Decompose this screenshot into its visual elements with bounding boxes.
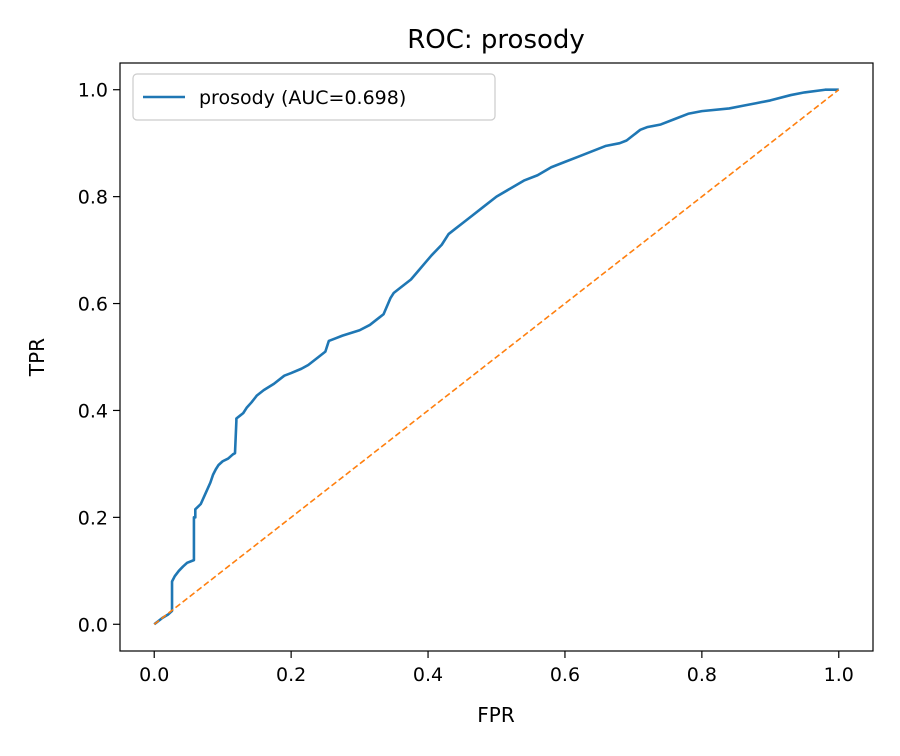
legend-label: prosody (AUC=0.698) — [199, 87, 406, 109]
x-tick-label: 0.0 — [139, 664, 169, 686]
y-tick-label: 0.6 — [78, 294, 108, 316]
x-tick-label: 0.4 — [413, 664, 443, 686]
chart-title: ROC: prosody — [407, 25, 585, 55]
y-tick-label: 0.2 — [78, 507, 108, 529]
x-tick-label: 1.0 — [824, 664, 854, 686]
y-tick-label: 0.4 — [78, 400, 108, 422]
roc-curve-line — [153, 88, 839, 626]
axis-ticks: 0.0 0.2 0.4 0.6 0.8 1.0 0.0 0.2 0.4 0.6 0.8 1.0 — [78, 80, 854, 686]
y-tick-label: 0.8 — [78, 187, 108, 209]
y-tick-label: 0.0 — [78, 614, 108, 636]
axes-frame — [119, 62, 874, 652]
y-tick-label: 1.0 — [78, 80, 108, 102]
plot-area — [119, 62, 874, 652]
legend: prosody (AUC=0.698) — [132, 73, 496, 121]
legend-box — [132, 73, 496, 121]
x-tick-label: 0.8 — [687, 664, 717, 686]
y-axis-label: TPR — [25, 338, 49, 377]
x-tick-label: 0.6 — [550, 664, 580, 686]
x-tick-label: 0.2 — [276, 664, 306, 686]
x-axis-label: FPR — [477, 703, 515, 727]
chance-diagonal-line — [153, 89, 840, 625]
